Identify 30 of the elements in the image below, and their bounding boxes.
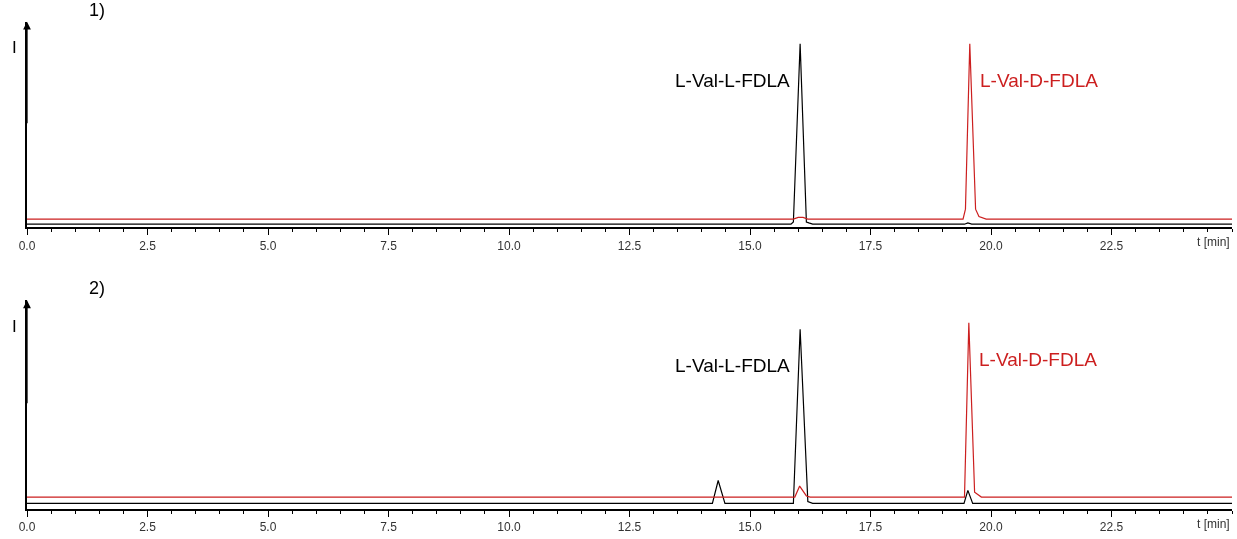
x-tick-label: 15.0 bbox=[738, 520, 762, 535]
x-tick-label: 22.5 bbox=[1099, 520, 1124, 535]
x-tick-label: 2.5 bbox=[139, 520, 157, 535]
x-tick-label: 10.0 bbox=[497, 520, 521, 535]
x-tick-label: 12.5 bbox=[617, 520, 642, 535]
chart-title: 2) bbox=[89, 278, 106, 298]
x-axis-title: t [min] bbox=[1197, 517, 1230, 531]
x-tick-label: 2.5 bbox=[139, 238, 157, 253]
y-axis-title: I bbox=[12, 38, 17, 57]
y-axis-title: I bbox=[12, 317, 17, 336]
x-tick-label: 5.0 bbox=[259, 238, 277, 253]
x-tick-label: 17.5 bbox=[858, 238, 883, 253]
x-tick-label: 10.0 bbox=[497, 238, 521, 253]
x-tick-label: 7.5 bbox=[380, 520, 398, 535]
x-tick-label: 20.0 bbox=[979, 238, 1003, 253]
x-axis-title: t [min] bbox=[1197, 235, 1230, 249]
series-label: L-Val-L-FDLA bbox=[675, 70, 791, 91]
x-tick-label: 20.0 bbox=[979, 520, 1003, 535]
x-tick-label: 15.0 bbox=[738, 238, 762, 253]
x-tick-label: 17.5 bbox=[858, 520, 883, 535]
chart-title: 1) bbox=[89, 0, 106, 20]
x-tick-label: 12.5 bbox=[617, 238, 642, 253]
x-tick-label: 0.0 bbox=[18, 238, 36, 253]
series-label: L-Val-D-FDLA bbox=[979, 349, 1098, 370]
x-tick-label: 0.0 bbox=[18, 520, 36, 535]
x-tick-label: 22.5 bbox=[1099, 238, 1124, 253]
x-tick-label: 7.5 bbox=[380, 238, 398, 253]
series-label: L-Val-D-FDLA bbox=[980, 70, 1099, 91]
series-label: L-Val-L-FDLA bbox=[675, 355, 791, 376]
x-tick-label: 5.0 bbox=[259, 520, 277, 535]
